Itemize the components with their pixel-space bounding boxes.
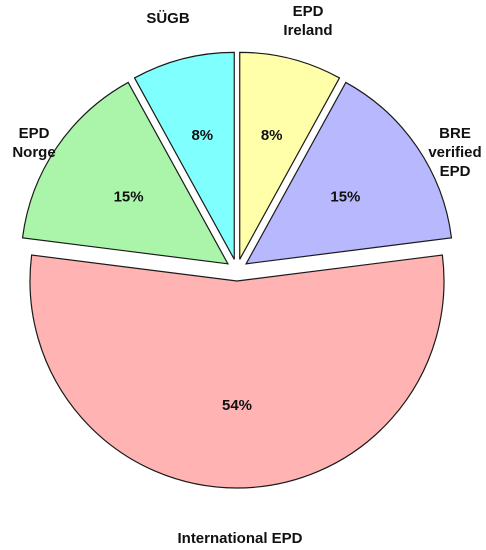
slice-value-label: 8% — [191, 127, 213, 144]
slice-category-label: EPD Norge — [12, 125, 55, 161]
pie-slice — [245, 81, 453, 265]
slice-category-label: SÜGB — [146, 10, 190, 27]
pie-slice — [29, 254, 445, 489]
slice-category-label: EPD Ireland — [283, 3, 332, 39]
slice-category-label: International EPD — [177, 530, 302, 547]
slice-category-label: BRE verified EPD — [428, 125, 481, 180]
slice-value-label: 54% — [222, 397, 252, 414]
slice-value-label: 15% — [114, 188, 144, 205]
pie-slice — [239, 51, 341, 260]
slice-value-label: 8% — [261, 127, 283, 144]
slice-value-label: 15% — [330, 188, 360, 205]
pie-slice — [21, 81, 229, 265]
pie-slice — [133, 51, 235, 260]
